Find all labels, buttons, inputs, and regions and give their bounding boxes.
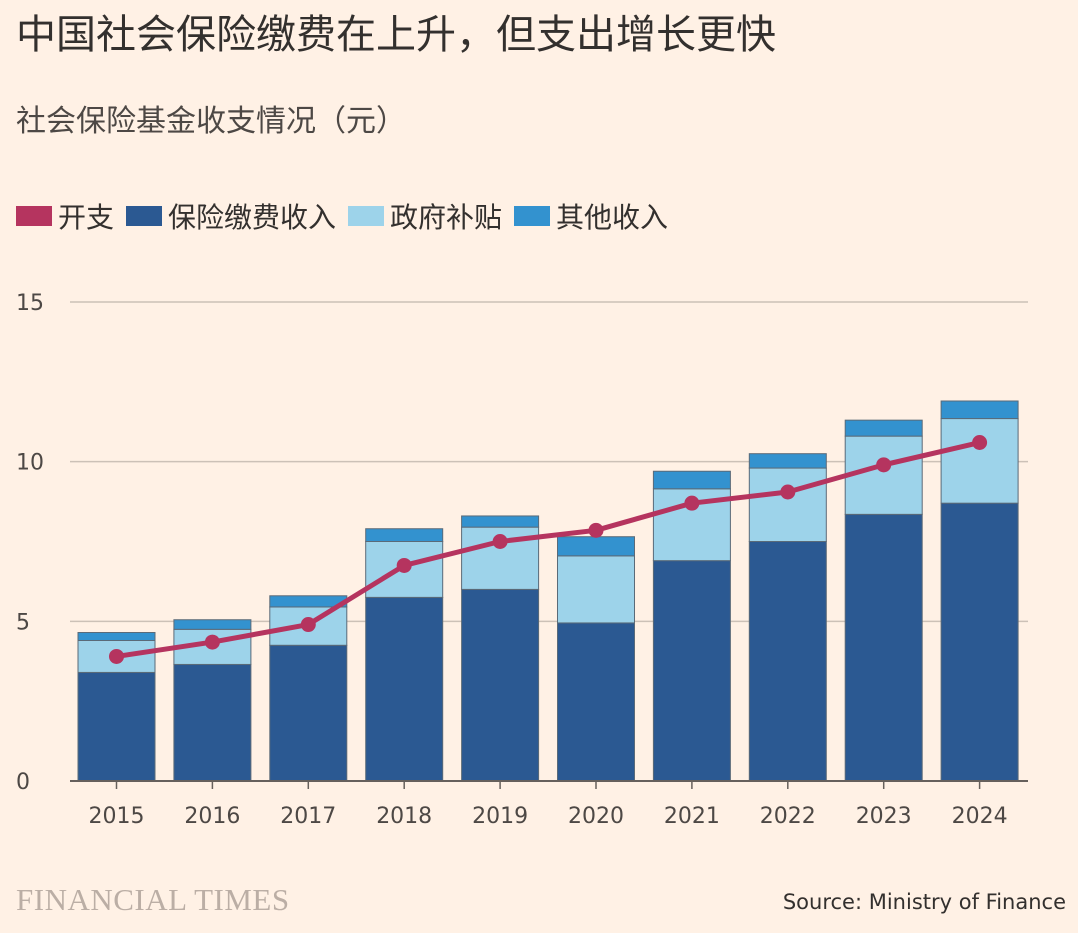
- y-tick-label-15: 15: [16, 291, 44, 316]
- expense-point-2015: [109, 648, 124, 664]
- bar-2015-series-2: [77, 632, 156, 641]
- expense-point-2023: [876, 457, 892, 473]
- legend-swatch-contributions: [126, 206, 163, 226]
- bar-2024-series-1: [940, 418, 1019, 504]
- bar-2024-series-0: [940, 502, 1019, 782]
- x-tick-label-2016: 2016: [184, 804, 240, 829]
- legend: 开支 保险缴费收入 政府补贴 其他收入: [16, 196, 680, 236]
- legend-label-other-income: 其他收入: [556, 201, 669, 234]
- bar-2019-series-2: [461, 515, 540, 528]
- bar-2022-series-2: [748, 453, 827, 469]
- legend-swatch-subsidy: [348, 206, 385, 226]
- expense-point-2019: [492, 534, 508, 549]
- x-tick-label-2018: 2018: [376, 804, 432, 829]
- x-tick-label-2017: 2017: [280, 804, 336, 829]
- bar-2024-series-2: [940, 400, 1019, 420]
- x-tick-label-2021: 2021: [664, 804, 720, 829]
- bar-2020-series-0: [557, 622, 635, 782]
- x-tick-label-2022: 2022: [760, 804, 816, 829]
- bar-2021-series-2: [652, 470, 731, 490]
- bar-2016-series-2: [173, 619, 252, 630]
- x-tick-label-2024: 2024: [952, 804, 1008, 829]
- expense-point-2017: [300, 617, 316, 633]
- expense-line: [114, 440, 983, 659]
- bar-2022-series-1: [748, 467, 827, 543]
- expense-point-2021: [684, 495, 700, 511]
- expense-point-2024: [972, 435, 988, 451]
- legend-swatch-other-income: [514, 206, 551, 226]
- expense-point-2020: [588, 522, 604, 538]
- bar-2023-series-1: [844, 435, 923, 515]
- bar-2022-series-0: [748, 541, 827, 782]
- bar-2020-series-1: [557, 555, 635, 624]
- expense-point-2016: [204, 634, 220, 650]
- legend-label-expense: 开支: [58, 201, 115, 234]
- y-tick-label-10: 10: [16, 451, 44, 476]
- legend-item-other-income: 其他收入: [514, 196, 668, 236]
- legend-label-subsidy: 政府补贴: [390, 201, 503, 234]
- bar-2016-series-0: [173, 663, 252, 782]
- bar-2018-series-2: [365, 528, 444, 543]
- legend-item-contributions: 保险缴费收入: [126, 196, 336, 236]
- bar-2021-series-0: [652, 560, 731, 782]
- bar-2017-series-0: [269, 644, 348, 782]
- y-tick-label-0: 0: [16, 770, 30, 795]
- x-tick-label-2020: 2020: [568, 804, 624, 829]
- bar-2015-series-0: [77, 671, 156, 782]
- chart-title: 中国社会保险缴费在上升，但支出增长更快: [16, 12, 776, 58]
- x-tick-label-2019: 2019: [472, 804, 528, 829]
- bar-2020-series-2: [557, 536, 635, 557]
- y-tick-label-5: 5: [16, 610, 30, 635]
- chart-subtitle: 社会保险基金收支情况（元）: [16, 104, 406, 139]
- legend-label-contributions: 保险缴费收入: [168, 201, 337, 234]
- x-tick-label-2023: 2023: [856, 804, 912, 829]
- legend-item-expense: 开支: [16, 196, 114, 236]
- legend-swatch-expense: [16, 206, 52, 226]
- bar-2023-series-2: [844, 419, 923, 437]
- expense-point-2022: [780, 484, 796, 500]
- x-tick-label-2015: 2015: [89, 804, 145, 829]
- legend-item-subsidy: 政府补贴: [348, 196, 502, 236]
- bar-2018-series-0: [365, 596, 444, 782]
- bar-2023-series-0: [844, 513, 923, 782]
- expense-point-2018: [396, 557, 412, 573]
- source-note: Source: Ministry of Finance: [782, 890, 1066, 914]
- ft-logo: FINANCIAL TIMES: [16, 882, 290, 917]
- bar-2019-series-0: [461, 588, 540, 782]
